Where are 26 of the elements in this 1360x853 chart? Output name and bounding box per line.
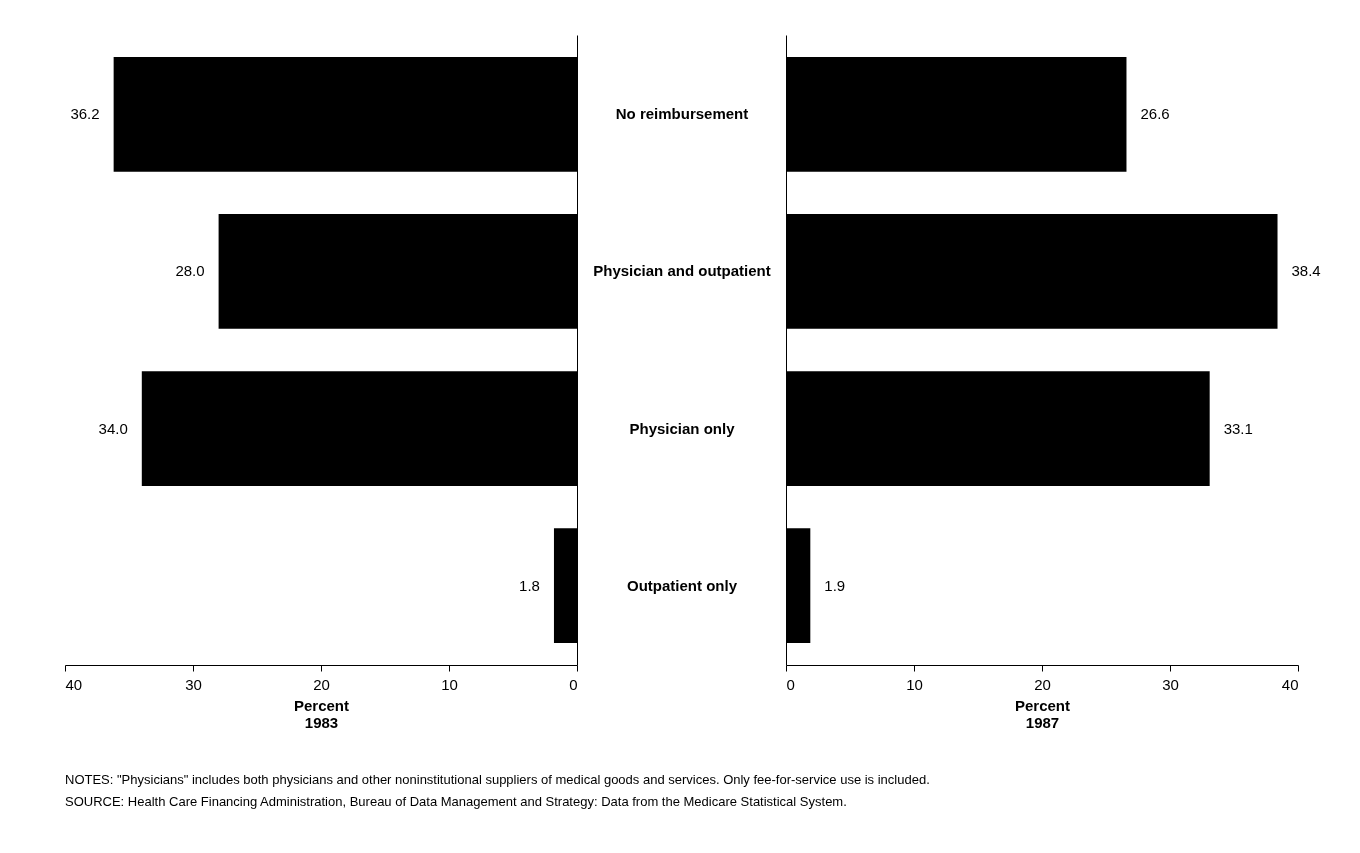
x-tick-label: 30 [185, 675, 202, 693]
x-tick-label: 10 [906, 675, 923, 693]
data-label: 33.1 [1223, 419, 1253, 437]
data-label: 28.0 [175, 262, 205, 280]
data-label: 26.6 [1140, 105, 1170, 123]
y-tick-label: Outpatient only [627, 576, 738, 594]
x-axis-title: Percent 1987 [1014, 696, 1071, 731]
x-tick-label: 0 [786, 675, 795, 693]
x-tick-label: 40 [65, 675, 83, 693]
text: NOTES: "Physicians" includes both physicians and other noninstitutional suppliers of medical goods and services. Only fee-for-service use is included. [65, 771, 931, 789]
source-note: SOURCE: Health Care Financing Administration, Bureau of Data Management and Strategy: Data from the Medicare Statistical System. [65, 793, 848, 811]
data-label: 34.0 [98, 419, 128, 437]
x-tick-label: 20 [1034, 675, 1051, 693]
data-label: 1.8 [519, 576, 540, 594]
x-tick-label: 0 [569, 675, 578, 693]
x-tick-label: 40 [1281, 675, 1299, 693]
data-label: 1.9 [824, 576, 846, 594]
x-tick-label: 20 [313, 675, 330, 693]
y-tick-label: Physician and outpatient [593, 262, 771, 280]
y-tick-label: No reimbursement [615, 105, 749, 123]
data-label: 36.2 [70, 105, 100, 123]
x-axis-title: Percent 1983 [293, 696, 350, 731]
y-tick-label: Physician only [629, 419, 736, 437]
data-label: 38.4 [1291, 262, 1321, 280]
x-tick-label: 30 [1162, 675, 1179, 693]
x-tick-label: 10 [441, 675, 458, 693]
